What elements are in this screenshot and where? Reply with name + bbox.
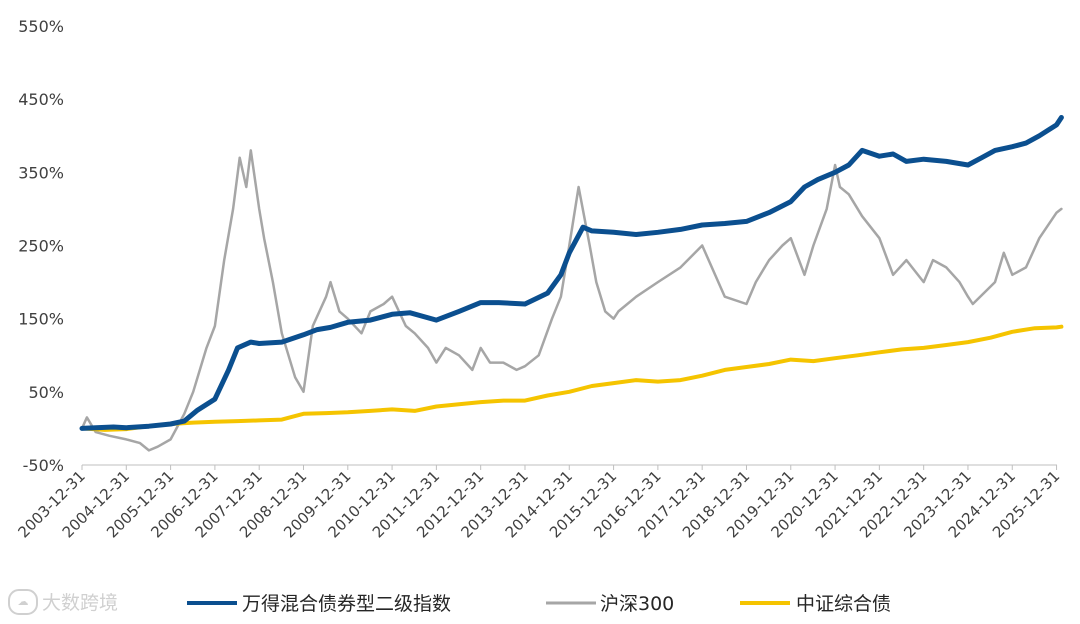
y-tick-label: -50% — [23, 456, 64, 475]
y-tick-label: 350% — [18, 163, 64, 182]
legend-label: 万得混合债券型二级指数 — [242, 593, 451, 615]
y-tick-label: 450% — [18, 90, 64, 109]
y-tick-label: 150% — [18, 310, 64, 329]
watermark: ☁ 大数跨境 — [8, 588, 118, 615]
series-line-1 — [80, 149, 1063, 452]
cloud-logo-icon: ☁ — [8, 588, 38, 615]
series-line-0 — [79, 115, 1064, 431]
y-tick-label: 50% — [28, 383, 64, 402]
series-line-2 — [80, 324, 1064, 432]
y-tick-label: 550% — [18, 17, 64, 36]
legend-label: 沪深300 — [600, 593, 674, 615]
legend-label: 中证综合债 — [796, 593, 891, 615]
watermark-text: 大数跨境 — [42, 592, 119, 614]
y-tick-label: 250% — [18, 237, 64, 256]
